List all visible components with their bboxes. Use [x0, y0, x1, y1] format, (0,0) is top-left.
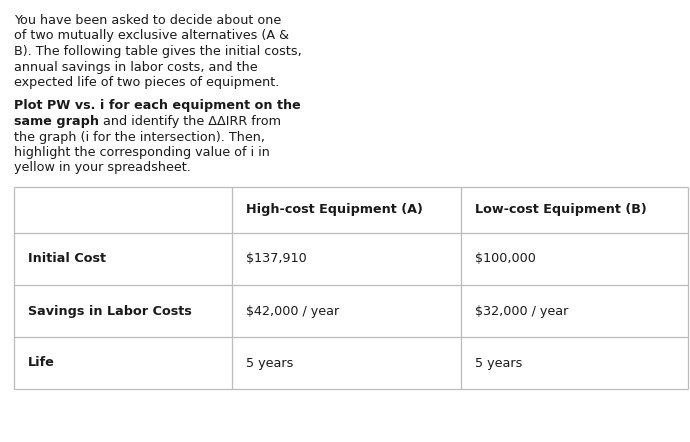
Text: B). The following table gives the initial costs,: B). The following table gives the initia… — [14, 45, 302, 58]
Text: High-cost Equipment (A): High-cost Equipment (A) — [246, 203, 423, 217]
Text: Life: Life — [28, 357, 55, 370]
Text: $42,000 / year: $42,000 / year — [246, 305, 339, 317]
Text: annual savings in labor costs, and the: annual savings in labor costs, and the — [14, 61, 257, 73]
Text: the graph (i for the intersection). Then,: the graph (i for the intersection). Then… — [14, 130, 265, 144]
Text: You have been asked to decide about one: You have been asked to decide about one — [14, 14, 282, 27]
Text: Initial Cost: Initial Cost — [28, 252, 106, 266]
Text: Savings in Labor Costs: Savings in Labor Costs — [28, 305, 192, 317]
Text: Low-cost Equipment (B): Low-cost Equipment (B) — [475, 203, 647, 217]
Text: $100,000: $100,000 — [475, 252, 536, 266]
Text: 5 years: 5 years — [475, 357, 522, 370]
Text: yellow in your spreadsheet.: yellow in your spreadsheet. — [14, 161, 191, 175]
Text: Plot PW vs. i for each equipment on the: Plot PW vs. i for each equipment on the — [14, 99, 301, 113]
Text: same graph: same graph — [14, 115, 99, 128]
Text: highlight the corresponding value of i in: highlight the corresponding value of i i… — [14, 146, 270, 159]
Text: expected life of two pieces of equipment.: expected life of two pieces of equipment… — [14, 76, 279, 89]
Text: and identify the ΔΔIRR from: and identify the ΔΔIRR from — [99, 115, 281, 128]
Text: of two mutually exclusive alternatives (A &: of two mutually exclusive alternatives (… — [14, 30, 289, 42]
Text: 5 years: 5 years — [246, 357, 293, 370]
Text: $137,910: $137,910 — [246, 252, 307, 266]
Text: $32,000 / year: $32,000 / year — [475, 305, 569, 317]
